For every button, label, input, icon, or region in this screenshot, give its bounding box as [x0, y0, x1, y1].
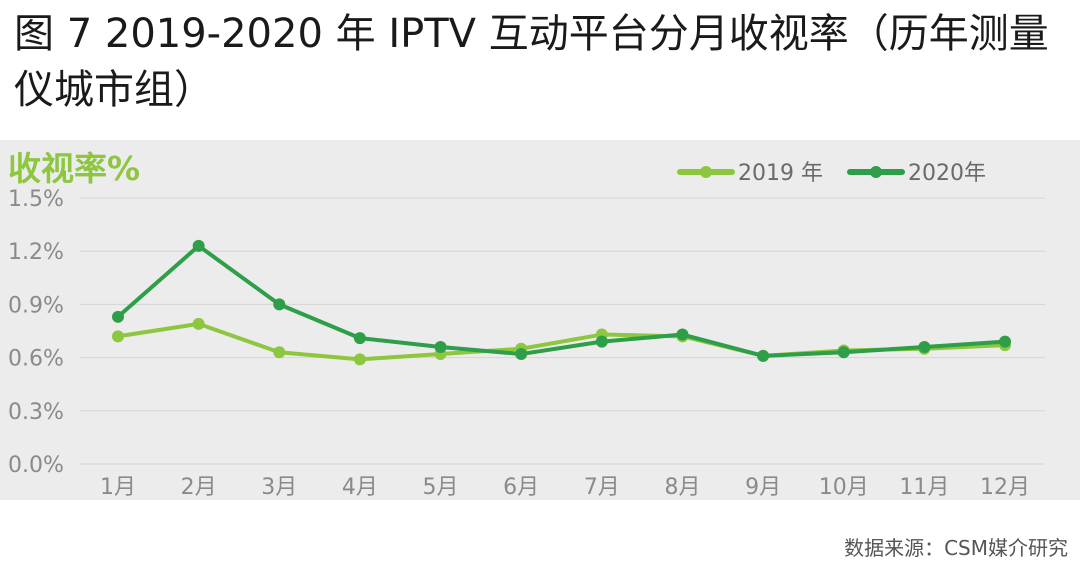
y-tick-label: 0.0% [8, 453, 64, 478]
series-0 [112, 317, 1011, 366]
x-tick-label: 8月 [664, 475, 700, 500]
y-tick-label: 1.2% [8, 240, 64, 265]
x-tick-label: 10月 [819, 475, 869, 500]
chart-panel [0, 140, 1080, 500]
legend-label: 2019 年 [738, 161, 823, 186]
data-point [918, 340, 931, 353]
x-tick-label: 6月 [503, 475, 539, 500]
y-tick-label: 0.9% [8, 293, 64, 318]
data-point [353, 332, 366, 345]
y-axis-label: 收视率% [8, 149, 141, 188]
data-point [112, 310, 124, 323]
data-point [273, 346, 286, 359]
series-line [116, 243, 1007, 358]
x-tick-label: 2月 [181, 475, 217, 500]
data-point [273, 298, 286, 311]
legend-swatch-marker [700, 166, 712, 178]
chart-title: 图 7 2019-2020 年 IPTV 互动平台分月收视率（历年测量仪城市组） [14, 11, 1049, 113]
data-point [192, 239, 205, 252]
x-tick-label: 7月 [584, 475, 620, 500]
data-point [192, 317, 205, 330]
series-group [112, 239, 1011, 366]
series-line [116, 321, 1007, 362]
y-axis-ticks: 0.0% 0.3% 0.6% 0.9% 1.2% 1.5% [8, 187, 64, 478]
data-point [676, 328, 689, 341]
legend: 2019 年 2020年 [677, 161, 986, 186]
x-tick-label: 3月 [261, 475, 297, 500]
grid-lines [80, 197, 1045, 465]
y-tick-label: 1.5% [8, 187, 64, 212]
x-tick-label: 4月 [342, 475, 378, 500]
data-point [999, 335, 1011, 348]
data-point [757, 349, 770, 362]
x-tick-label: 5月 [423, 475, 459, 500]
x-axis-ticks: 1月 2月 3月 4月 5月 6月 7月 8月 9月 10月 11月 12月 [100, 475, 1030, 500]
data-point [837, 346, 850, 359]
data-point [595, 335, 608, 348]
x-tick-label: 1月 [100, 475, 136, 500]
legend-swatch-marker [870, 166, 882, 178]
y-tick-label: 0.3% [8, 400, 64, 425]
y-tick-label: 0.6% [8, 347, 64, 372]
legend-label: 2020年 [908, 161, 986, 186]
series-1 [112, 239, 1011, 362]
data-point [112, 330, 124, 343]
data-source-note: 数据来源：CSM媒介研究 [844, 536, 1068, 560]
data-point [353, 353, 366, 366]
x-tick-label: 9月 [745, 475, 781, 500]
data-point [434, 340, 447, 353]
data-point [515, 348, 528, 361]
x-tick-label: 11月 [899, 475, 949, 500]
x-tick-label: 12月 [980, 475, 1030, 500]
